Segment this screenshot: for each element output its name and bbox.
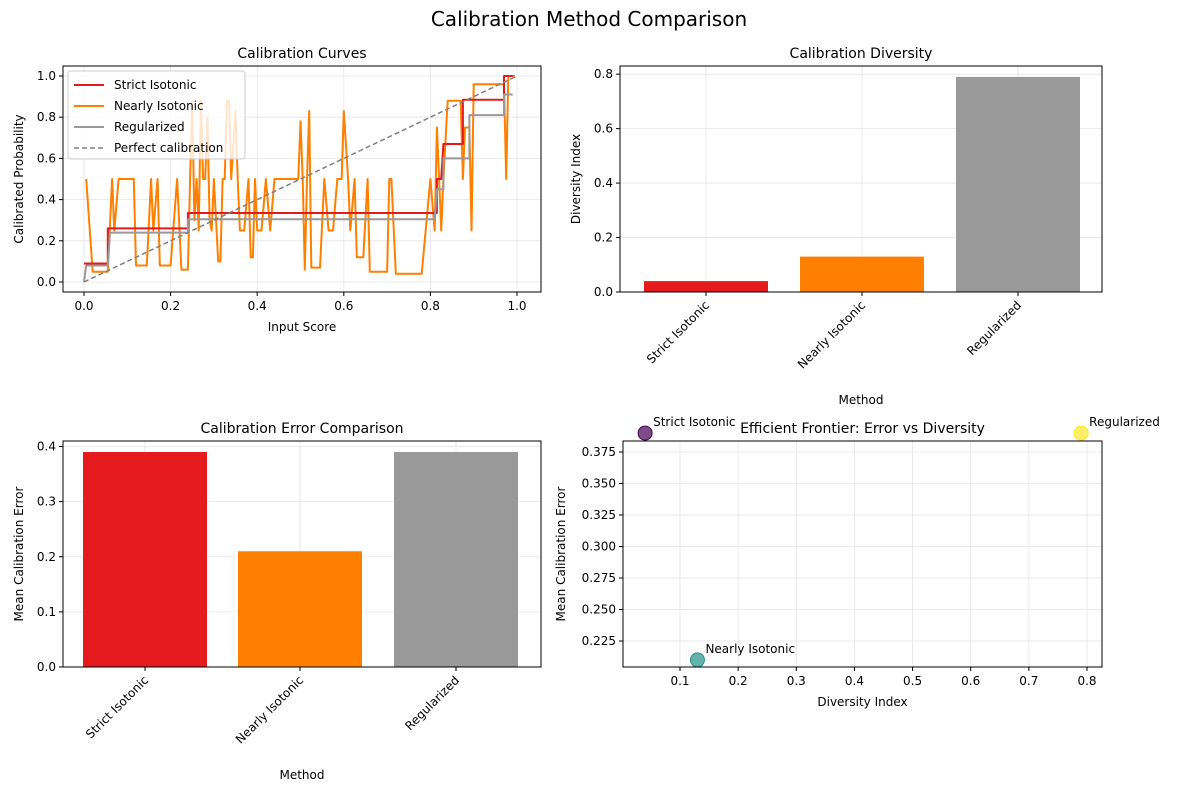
- series-line-regularized: [83, 93, 513, 283]
- x-tick-label: Strict Isotonic: [83, 673, 151, 741]
- x-tick-label: Regularized: [964, 298, 1024, 358]
- axes-title: Efficient Frontier: Error vs Diversity: [740, 421, 985, 437]
- scatter-point: [637, 425, 653, 441]
- y-tick-label: 0.8: [594, 67, 613, 81]
- y-tick-label: 0.300: [582, 540, 616, 554]
- x-axis-label: Method: [279, 768, 324, 782]
- y-tick-label: 0.8: [37, 110, 56, 124]
- y-tick-label: 0.2: [37, 550, 56, 564]
- y-axis-label: Mean Calibration Error: [554, 487, 568, 622]
- legend-label: Nearly Isotonic: [114, 99, 204, 113]
- axes-frame: [622, 440, 1103, 668]
- figure-title: Calibration Method Comparison: [431, 7, 747, 31]
- x-axis-label: Method: [838, 393, 883, 407]
- y-tick-label: 0.275: [582, 571, 616, 585]
- legend-label: Perfect calibration: [114, 141, 223, 155]
- x-tick-label: 0.3: [787, 674, 806, 688]
- axes-title: Calibration Error Comparison: [200, 421, 403, 437]
- point-annotation: Nearly Isotonic: [705, 642, 795, 656]
- y-tick-label: 0.0: [37, 275, 56, 289]
- axes-frame: [619, 65, 1103, 293]
- y-tick-label: 0.2: [37, 234, 56, 248]
- axes-title: Calibration Diversity: [790, 46, 933, 62]
- y-tick-label: 0.350: [582, 477, 616, 491]
- y-tick-label: 0.1: [37, 605, 56, 619]
- y-tick-label: 0.225: [582, 634, 616, 648]
- bar-nearly-isotonic: [800, 256, 924, 292]
- y-tick-label: 0.325: [582, 508, 616, 522]
- y-tick-label: 0.4: [594, 176, 613, 190]
- x-axis-label: Diversity Index: [817, 695, 907, 709]
- y-tick-label: 0.2: [594, 231, 613, 245]
- y-axis-label: Diversity Index: [569, 134, 583, 224]
- y-tick-label: 0.0: [37, 660, 56, 674]
- calibration-curves-chart: 0.0 0.2 0.4 0.6 0.8 1.0 0.0 0.2 0.4 0.6 0.8 1.0 Stri…: [12, 46, 542, 334]
- x-tick-label: Regularized: [402, 673, 462, 733]
- x-tick-label: 0.4: [248, 299, 267, 313]
- x-axis-label: Input Score: [268, 320, 337, 334]
- x-tick-label: 0.8: [1077, 674, 1096, 688]
- axes-frame: [62, 440, 542, 668]
- legend-label: Strict Isotonic: [114, 78, 196, 92]
- x-tick-label: Strict Isotonic: [644, 298, 712, 366]
- legend-label: Regularized: [114, 120, 185, 134]
- point-annotation: Strict Isotonic: [653, 415, 735, 429]
- x-tick-label: 0.5: [903, 674, 922, 688]
- x-tick-label: 0.8: [421, 299, 440, 313]
- diversity-bar-chart: 0.0 0.2 0.4 0.6 0.8 Strict Isotonic Nearly Iso…: [569, 46, 1103, 407]
- y-tick-label: 0.4: [37, 440, 56, 454]
- y-tick-label: 0.3: [37, 495, 56, 509]
- error-bar-chart: 0.0 0.1 0.2 0.3 0.4 Strict Isotonic Nearly Iso…: [12, 421, 542, 782]
- scatter-point: [1073, 425, 1089, 441]
- x-tick-label: Nearly Isotonic: [233, 673, 306, 746]
- x-tick-label: 0.7: [1019, 674, 1038, 688]
- series-line-strict-isotonic: [84, 75, 513, 265]
- bar-strict-isotonic: [644, 281, 768, 292]
- y-tick-label: 0.6: [37, 151, 56, 165]
- y-axis-label: Mean Calibration Error: [12, 487, 26, 622]
- y-tick-label: 1.0: [37, 69, 56, 83]
- bar-regularized: [956, 76, 1080, 292]
- x-tick-label: 0.0: [74, 299, 93, 313]
- x-tick-label: 1.0: [507, 299, 526, 313]
- x-tick-label: 0.6: [961, 674, 980, 688]
- x-tick-label: 0.6: [334, 299, 353, 313]
- bar-nearly-isotonic: [238, 551, 362, 667]
- y-axis-label: Calibrated Probability: [12, 114, 26, 243]
- y-tick-label: 0.6: [594, 122, 613, 136]
- y-tick-label: 0.250: [582, 603, 616, 617]
- series-line-nearly-isotonic: [85, 75, 515, 275]
- point-annotation: Regularized: [1089, 415, 1160, 429]
- bar-strict-isotonic: [83, 452, 207, 667]
- bar-regularized: [394, 452, 518, 667]
- x-tick-label: 0.4: [845, 674, 864, 688]
- legend-box: [67, 70, 246, 160]
- legend: Strict Isotonic Nearly Isotonic Regularize…: [67, 70, 246, 160]
- x-tick-label: 0.2: [729, 674, 748, 688]
- x-tick-label: 0.2: [161, 299, 180, 313]
- y-tick-label: 0.0: [594, 285, 613, 299]
- x-tick-label: Nearly Isotonic: [795, 298, 868, 371]
- y-tick-label: 0.4: [37, 193, 56, 207]
- axes-frame: [62, 65, 542, 293]
- axes-title: Calibration Curves: [237, 46, 366, 62]
- x-tick-label: 0.1: [670, 674, 689, 688]
- scatter-point: [689, 652, 705, 668]
- efficient-frontier-scatter: 0.1 0.2 0.3 0.4 0.5 0.6 0.7 0.8 0.225 0.250 0.275 0…: [554, 415, 1160, 709]
- y-tick-label: 0.375: [582, 445, 616, 459]
